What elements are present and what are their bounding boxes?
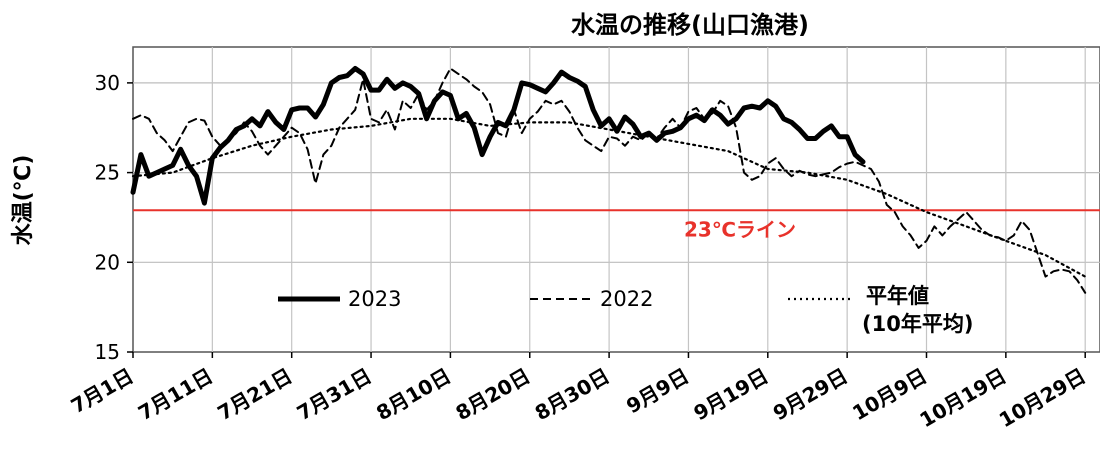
y-tick-label: 15 [95,340,120,364]
legend-label-2022: 2022 [600,287,653,311]
y-tick-label: 20 [95,250,120,274]
reference-line-label: 23℃ライン [684,217,796,241]
y-axis-label: 水温(℃) [11,155,36,246]
x-tick-label: 9月29日 [769,364,852,426]
series-line-solid-thick [130,66,866,206]
legend-label-normal: 平年値 [866,284,929,308]
y-tick-label: 30 [95,71,120,95]
x-tick-label: 8月30日 [531,364,614,426]
x-tick-label: 8月10日 [372,364,455,426]
x-tick-label: 9月9日 [622,364,693,419]
x-tick-label: 8月20日 [451,364,534,426]
x-tick-label: 7月21日 [213,364,296,426]
x-tick-label: 9月19日 [690,364,773,426]
x-tick-label: 10月19日 [915,364,1010,433]
x-tick-label: 7月31日 [293,364,376,426]
legend-sublabel-normal: (10年平均) [862,312,973,336]
x-tick-label: 7月11日 [134,364,217,426]
series-line-dashed [132,67,1087,294]
legend-label-2023: 2023 [348,287,401,311]
x-tick-label: 7月1日 [67,364,138,419]
x-tick-label: 10月29日 [995,364,1090,433]
plot-frame [132,46,1100,353]
series-line-dotted [131,117,1087,278]
y-tick-label: 25 [95,161,120,185]
chart-title: 水温の推移(山口漁港) [571,11,809,39]
